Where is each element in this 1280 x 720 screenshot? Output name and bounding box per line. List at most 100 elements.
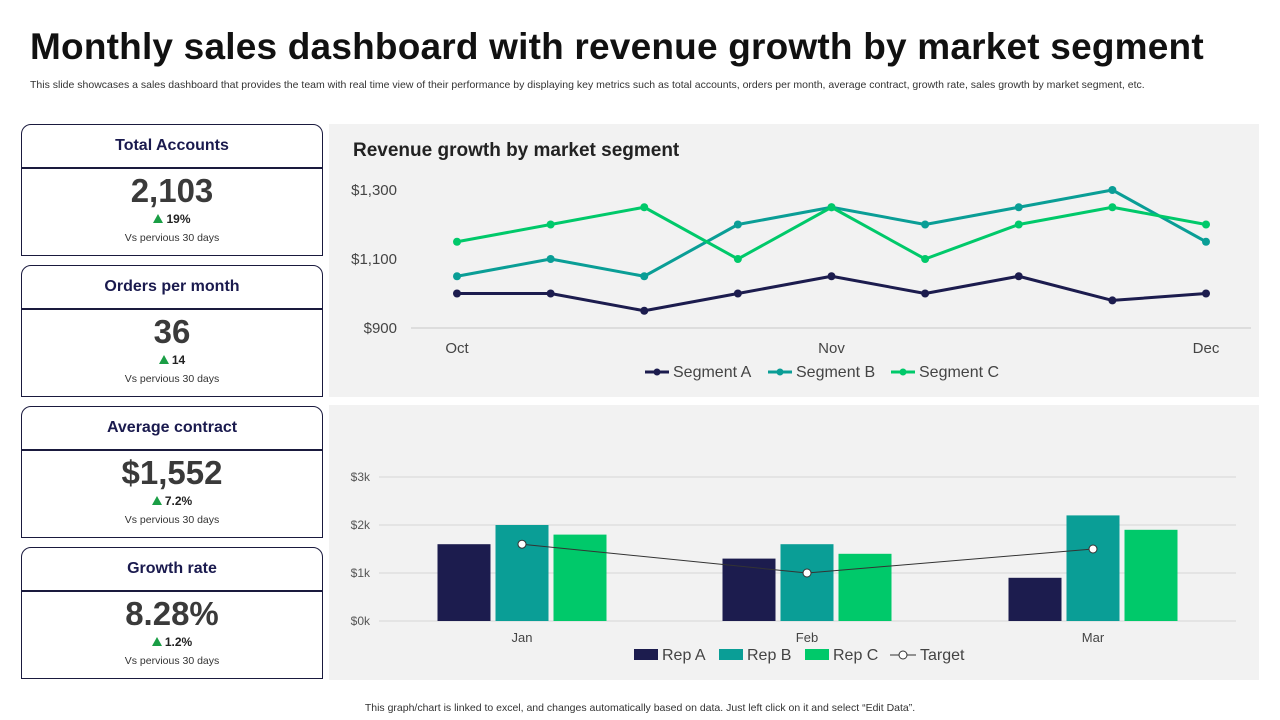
y-tick-label: $900 xyxy=(364,320,397,337)
data-point xyxy=(453,289,461,298)
data-point xyxy=(640,272,649,281)
target-point xyxy=(802,568,812,578)
data-point xyxy=(921,220,930,229)
legend-marker xyxy=(653,368,661,376)
data-point xyxy=(1202,237,1210,246)
x-tick-label: Jan xyxy=(512,630,533,645)
kpi-note: Vs pervious 30 days xyxy=(124,514,220,526)
kpi-label: Average contract xyxy=(22,407,322,451)
legend-label: Target xyxy=(920,647,965,664)
kpi-change: 1.2% xyxy=(22,635,322,651)
bar-rep-a xyxy=(722,558,776,621)
kpi-value: 2,103 xyxy=(130,172,214,209)
data-point xyxy=(546,289,555,298)
data-point xyxy=(1202,289,1210,298)
data-point xyxy=(546,220,555,229)
data-point xyxy=(640,306,649,315)
kpi-note: Vs pervious 30 days xyxy=(124,373,220,385)
data-point xyxy=(733,289,742,298)
data-point xyxy=(640,203,649,212)
bar-rep-b xyxy=(495,525,549,621)
legend-swatch xyxy=(719,649,743,660)
kpi-change-value: 19% xyxy=(166,212,191,226)
legend-label: Rep A xyxy=(662,647,706,664)
kpi-note: Vs pervious 30 days xyxy=(124,232,220,244)
kpi-label: Orders per month xyxy=(22,266,322,310)
data-point xyxy=(1108,203,1117,212)
bar-rep-b xyxy=(1066,515,1120,621)
data-point xyxy=(827,203,836,212)
kpi-change: 19% xyxy=(22,212,322,228)
data-point xyxy=(1108,186,1117,194)
kpi-card-average-contract: Average contract $1,552 7.2% Vs pervious… xyxy=(21,406,323,538)
up-arrow-icon xyxy=(158,355,169,364)
kpi-change: 7.2% xyxy=(22,494,322,510)
data-point xyxy=(453,237,461,246)
up-arrow-icon xyxy=(151,637,162,646)
x-tick-label: Oct xyxy=(445,340,469,357)
legend-label: Rep B xyxy=(747,647,791,664)
bar-rep-a xyxy=(437,544,491,621)
target-point xyxy=(517,539,527,549)
data-point xyxy=(921,289,930,298)
kpi-label: Total Accounts xyxy=(22,125,322,169)
y-tick-label: $1,100 xyxy=(351,251,397,268)
bar-chart-panel: $0k $1k $2k $3k Jan Feb Mar Rep A Rep B Rep C Targ… xyxy=(329,405,1259,680)
y-tick-label: $1,300 xyxy=(351,182,397,199)
x-tick-label: Nov xyxy=(818,340,845,357)
data-point xyxy=(1014,220,1023,229)
bar-rep-c xyxy=(838,553,892,621)
kpi-change: 14 xyxy=(22,353,322,369)
kpi-value: 8.28% xyxy=(125,595,219,632)
data-point xyxy=(1202,220,1210,229)
legend-marker xyxy=(776,368,784,376)
bar-rep-c xyxy=(553,534,607,621)
kpi-change-value: 14 xyxy=(171,353,186,367)
line-chart: $900 $1,100 $1,300 Oct Nov Dec Segment A Segmen… xyxy=(351,182,1251,381)
legend-label: Segment C xyxy=(919,364,999,381)
kpi-note: Vs pervious 30 days xyxy=(124,655,220,667)
series-line-segment-a xyxy=(457,274,1207,313)
kpi-change-value: 1.2% xyxy=(164,635,193,649)
page-title: Monthly sales dashboard with revenue gro… xyxy=(30,26,1204,67)
kpi-card-orders-per-month: Orders per month 36 14 Vs pervious 30 da… xyxy=(21,265,323,397)
legend-marker xyxy=(898,650,908,660)
x-tick-label: Dec xyxy=(1193,340,1220,357)
y-tick-label: $3k xyxy=(351,470,371,484)
series-line-segment-b xyxy=(456,188,1207,278)
y-tick-label: $1k xyxy=(351,566,371,580)
line-chart-panel: $900 $1,100 $1,300 Oct Nov Dec Segment A Segmen… xyxy=(329,124,1259,397)
y-tick-label: $2k xyxy=(351,518,371,532)
kpi-value: $1,552 xyxy=(121,454,223,491)
y-tick-label: $0k xyxy=(351,614,371,628)
up-arrow-icon xyxy=(153,214,164,223)
data-point xyxy=(921,255,930,263)
kpi-value: 36 xyxy=(153,313,191,350)
target-point xyxy=(1088,544,1098,554)
legend-label: Segment A xyxy=(673,364,752,381)
bar-rep-c xyxy=(1124,529,1178,621)
data-point xyxy=(453,272,461,281)
x-tick-label: Mar xyxy=(1082,630,1105,645)
kpi-change-value: 7.2% xyxy=(164,494,193,508)
bar-chart: $0k $1k $2k $3k Jan Feb Mar Rep A Rep B Rep C Targ… xyxy=(351,470,1236,664)
data-point xyxy=(1014,272,1023,281)
kpi-label: Growth rate xyxy=(22,548,322,592)
bar-rep-a xyxy=(1008,577,1062,621)
kpi-card-growth-rate: Growth rate 8.28% 1.2% Vs pervious 30 da… xyxy=(21,547,323,679)
line-chart-title: Revenue growth by market segment xyxy=(353,140,680,161)
legend-marker xyxy=(899,368,907,376)
x-tick-label: Feb xyxy=(796,630,818,645)
legend-swatch xyxy=(805,649,829,660)
kpi-card-total-accounts: Total Accounts 2,103 19% Vs pervious 30 … xyxy=(21,124,323,256)
data-point xyxy=(827,272,836,281)
legend-label: Rep C xyxy=(833,647,878,664)
series-line-segment-c xyxy=(456,205,1207,261)
legend-swatch xyxy=(634,649,658,660)
data-point xyxy=(1014,203,1023,212)
data-point xyxy=(1108,296,1117,305)
data-point xyxy=(546,255,555,263)
legend-label: Segment B xyxy=(796,364,875,381)
up-arrow-icon xyxy=(151,496,162,505)
bar-rep-b xyxy=(780,544,834,621)
